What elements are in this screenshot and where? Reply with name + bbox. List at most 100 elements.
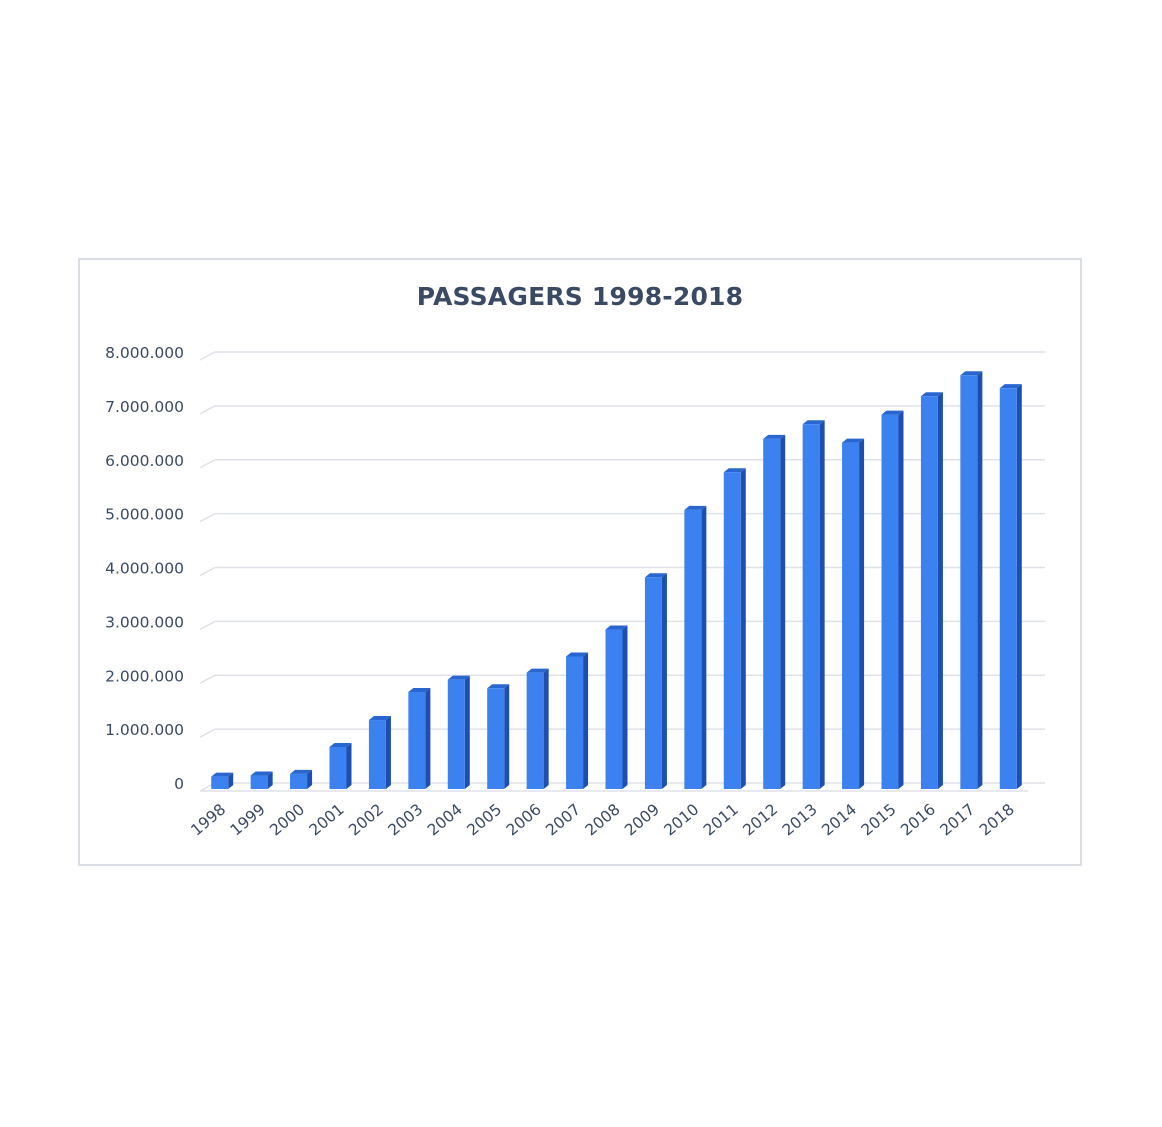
bar-side [898, 410, 904, 789]
gridline-edge [199, 512, 216, 523]
x-tick-label: 2002 [345, 800, 387, 839]
bar-top [644, 573, 667, 578]
bar [250, 775, 268, 789]
bar [566, 656, 584, 789]
bar-top [960, 371, 983, 376]
chart-title: PASSAGERS 1998-2018 [416, 282, 744, 311]
gridline-edge [199, 620, 216, 631]
bar-side [740, 468, 746, 789]
bar-top [487, 684, 510, 689]
bar-side [543, 668, 549, 789]
bar-side [622, 625, 628, 789]
bar [763, 438, 781, 789]
bar-side [307, 769, 313, 789]
bar-top [447, 675, 470, 680]
bar-top [329, 742, 352, 747]
bar [329, 746, 347, 789]
bar-side [819, 420, 825, 789]
bar-top [566, 652, 589, 657]
x-tick-label: 2014 [818, 800, 860, 839]
bar-top [605, 625, 628, 630]
y-tick-label: 3.000.000 [105, 613, 184, 631]
bar-top [408, 688, 431, 693]
bar [447, 679, 465, 789]
bar-side [701, 505, 707, 789]
bar-top [763, 434, 786, 439]
gridline-edge [199, 459, 216, 469]
bar-side [661, 573, 667, 789]
bar [487, 688, 505, 789]
bar-side [464, 675, 470, 789]
bar-side [1016, 384, 1022, 789]
gridline-edge [199, 351, 216, 361]
x-tick-label: 2000 [266, 800, 308, 839]
bar-top [250, 771, 273, 776]
bar-side [504, 684, 510, 789]
x-tick-label: 1998 [187, 800, 229, 839]
bar-side [385, 716, 391, 789]
gridline-edge [199, 728, 216, 738]
bar [723, 472, 741, 789]
x-tick-label: 2001 [306, 800, 348, 839]
gridline-edge [199, 566, 216, 577]
bar-top [290, 769, 313, 774]
bar-top [368, 716, 391, 721]
bar-side [425, 688, 431, 789]
x-tick-label: 2007 [542, 800, 584, 839]
x-tick-label: 2008 [582, 800, 624, 839]
bar-top [999, 384, 1022, 389]
bar-side [267, 771, 273, 789]
bar [526, 672, 544, 789]
bar [605, 629, 623, 789]
y-tick-label: 2.000.000 [105, 667, 184, 685]
bar-side [859, 438, 865, 789]
x-tick-label: 1999 [227, 800, 269, 839]
bar [999, 388, 1017, 789]
bar-side [346, 742, 352, 789]
y-tick-label: 1.000.000 [105, 721, 184, 739]
bar [881, 414, 899, 789]
x-tick-label: 2018 [976, 800, 1018, 839]
x-tick-label: 2009 [621, 800, 663, 839]
bar [920, 396, 938, 789]
x-tick-label: 2016 [897, 800, 939, 839]
bar [368, 720, 386, 789]
bar-top [684, 505, 707, 510]
gridline-edge [199, 674, 216, 684]
bar-side [583, 652, 589, 789]
y-tick-label: 6.000.000 [105, 452, 184, 470]
bar [408, 692, 426, 789]
x-tick-label: 2005 [463, 800, 505, 839]
x-tick-label: 2011 [700, 800, 742, 839]
bar-top [881, 410, 904, 415]
bar [644, 577, 662, 789]
bar [290, 773, 308, 789]
bar-chart: 0 1.000.000 2.000.000 3.000.000 4.000.000 5.0… [105, 344, 1045, 839]
y-tick-label: 0 [174, 775, 184, 793]
x-tick-label: 2004 [424, 800, 466, 839]
x-tick-label: 2017 [937, 800, 979, 839]
x-tick-label: 2015 [858, 800, 900, 839]
bar-top [802, 420, 825, 425]
bar-side [780, 434, 786, 789]
y-tick-label: 7.000.000 [105, 398, 184, 416]
bar [211, 776, 229, 789]
bar-top [842, 438, 865, 443]
bar-top [211, 772, 234, 777]
bar-side [937, 392, 943, 789]
gridline-edge [199, 405, 216, 415]
bar-side [228, 772, 234, 789]
bar-top [920, 392, 943, 397]
bar-top [723, 468, 746, 473]
chart-frame: PASSAGERS 1998-2018 0 1.000.000 2.000.000 3… [78, 258, 1082, 866]
bar-top [526, 668, 549, 673]
y-tick-label: 4.000.000 [105, 560, 184, 578]
bar [684, 509, 702, 789]
y-tick-label: 8.000.000 [105, 344, 184, 362]
x-tick-label: 2013 [779, 800, 821, 839]
bar-side [977, 371, 983, 789]
bar [960, 375, 978, 789]
x-tick-label: 2003 [385, 800, 427, 839]
bar [842, 442, 860, 789]
x-tick-label: 2012 [739, 800, 781, 839]
